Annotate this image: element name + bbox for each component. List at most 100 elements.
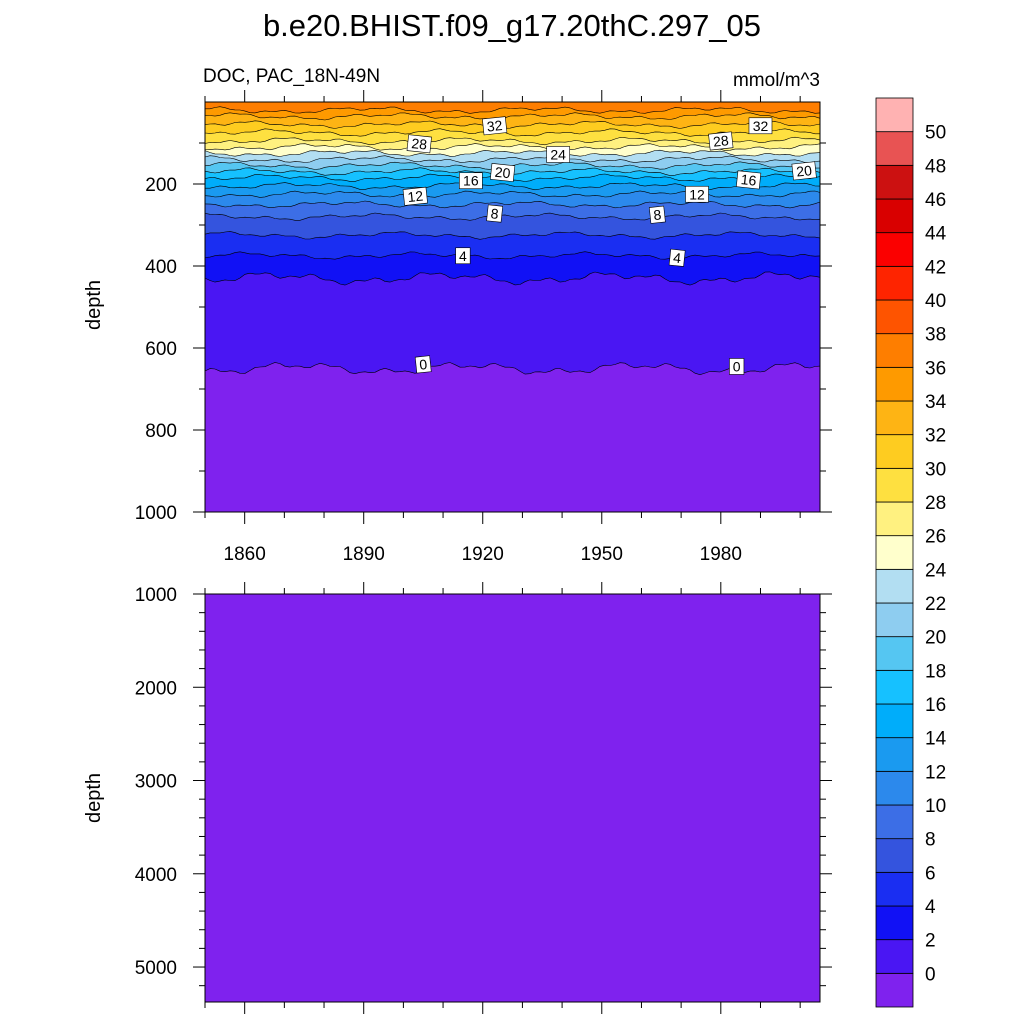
colorbar-label-44: 44 [925, 224, 947, 245]
colorbar-box-14 [875, 501, 914, 537]
colorbar-label-12: 12 [925, 762, 946, 783]
svg-text:32: 32 [486, 117, 503, 135]
contour-line-14 [205, 182, 821, 191]
colorbar-label-2: 2 [925, 931, 936, 952]
svg-text:16: 16 [463, 173, 479, 189]
upper-xtick-label: 1890 [343, 544, 385, 565]
contour-line-34 [204, 112, 821, 121]
lower-fill-level-0 [205, 594, 820, 1002]
colorbar-box-24 [875, 164, 914, 200]
colorbar-label-32: 32 [925, 426, 946, 447]
colorbar-box-9 [875, 669, 914, 705]
colorbar-box-2 [875, 905, 914, 941]
colorbar-box-19 [875, 333, 914, 368]
colorbar-label-24: 24 [925, 560, 947, 581]
contour-line-24 [204, 149, 821, 157]
colorbar-box-12 [875, 568, 914, 604]
svg-text:4: 4 [672, 249, 682, 266]
upper-ytick-label: 800 [145, 421, 177, 442]
contour-line-22 [204, 155, 821, 163]
contour-label-24: 24 [546, 146, 570, 163]
chart-title: b.e20.BHIST.f09_g17.20thC.297_05 [263, 8, 761, 43]
colorbar-label-28: 28 [925, 493, 946, 514]
svg-text:0: 0 [733, 358, 741, 374]
contour-label-4: 4 [668, 248, 686, 267]
lower-ytick-label: 4000 [135, 865, 177, 886]
colorbar-label-50: 50 [925, 123, 946, 144]
colorbar-box-20 [875, 299, 914, 335]
contour-label-16: 16 [459, 172, 483, 190]
colorbar-box-13 [875, 535, 914, 570]
contour-label-0: 0 [729, 358, 745, 375]
colorbar-box-21 [875, 265, 914, 301]
contour-line-30 [204, 128, 820, 137]
upper-ytick-label: 200 [145, 175, 177, 196]
svg-text:20: 20 [796, 162, 813, 180]
colorbar-box-4 [875, 838, 914, 873]
chart-subtitle-right: mmol/m^3 [733, 70, 820, 91]
contour-label-16: 16 [735, 170, 762, 190]
lower-frame [204, 593, 821, 1003]
colorbar-box-6 [875, 770, 914, 806]
colorbar-box-26 [875, 97, 914, 133]
contour-line-4 [204, 251, 821, 260]
upper-xtick-label: 1980 [700, 544, 742, 565]
svg-text:28: 28 [411, 135, 428, 153]
colorbar-label-40: 40 [925, 291, 946, 312]
upper-fill-level-36 [205, 102, 820, 114]
contour-label-8: 8 [486, 204, 504, 223]
colorbar-label-16: 16 [925, 695, 946, 716]
colorbar-label-18: 18 [925, 661, 946, 682]
colorbar-box-1 [875, 939, 914, 974]
contour-label-28: 28 [708, 131, 734, 151]
contour-label-32: 32 [748, 117, 773, 135]
contour-label-28: 28 [406, 134, 432, 154]
colorbar-box-11 [875, 602, 914, 638]
svg-text:8: 8 [653, 206, 663, 223]
contour-label-0: 0 [414, 355, 432, 374]
colorbar-box-16 [875, 434, 914, 469]
svg-text:32: 32 [753, 118, 769, 134]
colorbar-box-25 [875, 131, 914, 166]
svg-text:0: 0 [419, 356, 429, 373]
upper-xtick-label: 1860 [224, 544, 266, 565]
lower-ylabel: depth [83, 773, 105, 823]
colorbar-label-14: 14 [925, 729, 947, 750]
contour-label-32: 32 [482, 116, 508, 136]
colorbar-box-17 [875, 400, 914, 436]
contour-label-4: 4 [455, 247, 471, 265]
contour-label-20: 20 [791, 161, 817, 181]
upper-xtick-label: 1950 [581, 544, 623, 565]
lower-panel: 1000 2000 3000 4000 5000 [135, 582, 832, 1014]
upper-xtick-label: 1920 [462, 544, 504, 565]
colorbar-box-3 [875, 871, 914, 907]
colorbar-box-23 [875, 198, 914, 234]
upper-ytick-label: 1000 [135, 503, 177, 524]
colorbar-label-36: 36 [925, 358, 946, 379]
contour-line-12 [204, 190, 821, 198]
contour-line-6 [204, 231, 821, 240]
contour-label-8: 8 [648, 205, 666, 224]
lower-ytick-label: 1000 [135, 585, 177, 606]
svg-text:4: 4 [459, 248, 467, 264]
contour-label-20: 20 [489, 163, 516, 183]
colorbar-label-8: 8 [925, 830, 936, 851]
lower-ytick-label: 5000 [135, 958, 177, 979]
lower-ytick-label: 2000 [135, 678, 177, 699]
colorbar-label-34: 34 [925, 392, 947, 413]
upper-ytick-label: 600 [145, 339, 177, 360]
colorbar-box-0 [875, 972, 914, 1008]
colorbar-box-7 [875, 737, 914, 772]
contour-label-12: 12 [685, 185, 709, 203]
colorbar-box-8 [875, 703, 914, 739]
colorbar-label-10: 10 [925, 796, 946, 817]
contour-line-36 [205, 106, 821, 114]
svg-text:12: 12 [689, 186, 705, 202]
lower-ytick-label: 3000 [135, 772, 177, 793]
colorbar-label-30: 30 [925, 459, 946, 480]
contour-line-8 [204, 212, 821, 221]
contour-label-12: 12 [402, 186, 428, 206]
colorbar-label-46: 46 [925, 190, 946, 211]
